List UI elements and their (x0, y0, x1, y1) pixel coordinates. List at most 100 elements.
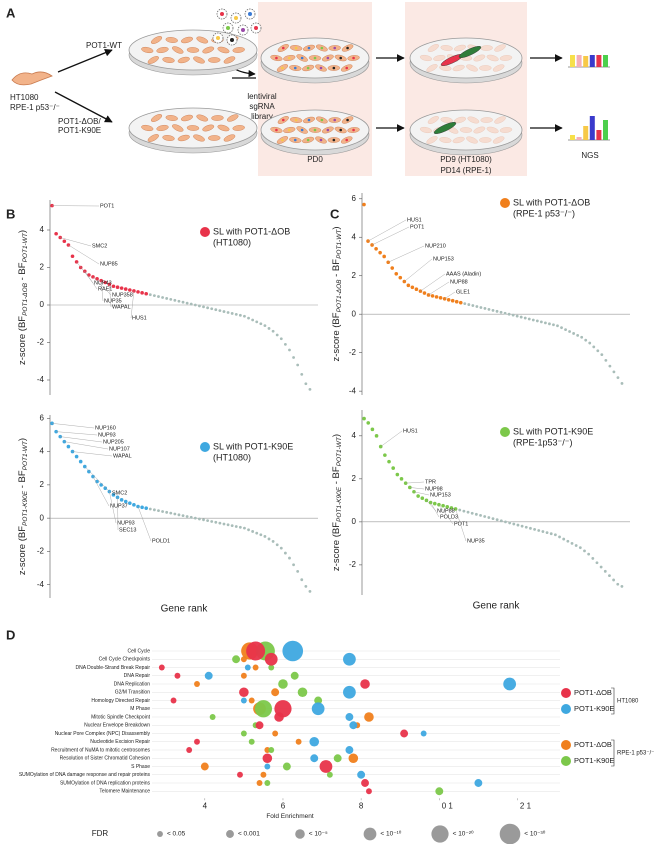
rank-point (87, 469, 91, 474)
size-legend-label: < 0.001 (238, 831, 260, 838)
rank-point (54, 231, 58, 236)
cell (479, 65, 492, 71)
annotation-leader (428, 281, 450, 296)
gene-annotation: RAE1 (98, 286, 112, 292)
cell-nucleus (300, 128, 304, 132)
cell (177, 134, 190, 142)
rank-point (202, 518, 205, 522)
rank-point (214, 520, 218, 524)
rank-point (479, 514, 482, 517)
rank-point (422, 291, 427, 295)
rank-point (152, 294, 156, 298)
legend-subtitle: (RPE-1p53⁻/⁻) (513, 437, 573, 447)
rank-point (591, 557, 595, 560)
cell-nucleus (346, 46, 349, 50)
y-axis-label-part: POT1-WT (22, 232, 29, 262)
rank-point (206, 519, 210, 523)
y-tick-label: 2 (40, 263, 45, 272)
bubble (240, 730, 247, 737)
annotation-leader (92, 476, 110, 507)
y-axis-label: z-score (BFPOT1-ΔOB - BFPOT1-WT) (331, 226, 344, 361)
rank-point (292, 563, 295, 567)
y-axis-label-part: z-score (BF (17, 526, 28, 575)
y-tick-label: 6 (352, 194, 357, 203)
bubble (260, 771, 267, 778)
rank-point (580, 335, 584, 339)
rank-point (616, 376, 620, 380)
y-axis-label-part: ) (331, 434, 342, 437)
annotation-leader (137, 506, 152, 542)
rank-point (544, 321, 547, 325)
rank-point (99, 483, 103, 487)
gene-annotation: NUP93 (98, 432, 116, 438)
gene-annotation: POT1 (454, 521, 468, 527)
rank-point (410, 285, 415, 290)
cell-nucleus (333, 118, 337, 122)
legend-bracket (611, 739, 615, 767)
cell (223, 56, 236, 64)
gene-annotation: NUP93 (117, 520, 135, 526)
rank-point (279, 337, 283, 341)
bubble (295, 738, 302, 745)
bubble (186, 747, 193, 753)
bubble (282, 640, 304, 662)
rank-point (527, 317, 531, 321)
bubble (200, 762, 209, 771)
category-label: Resolution of Sister Chromatid Cohesion (60, 756, 151, 762)
bubble (264, 763, 271, 770)
cell (492, 136, 505, 144)
annotation-leader (68, 244, 100, 265)
rank-point (416, 494, 420, 498)
rank-point (430, 294, 435, 298)
annotation-leader (444, 291, 456, 299)
rank-point (181, 300, 185, 304)
y-axis-label: z-score (BFPOT1-K90E - BFPOT1-WT) (17, 438, 30, 575)
gene-annotation: POT1 (100, 203, 114, 209)
rank-point (198, 304, 201, 308)
rank-point (119, 286, 124, 290)
rank-point (584, 338, 588, 342)
annotation-leader (109, 284, 112, 308)
size-legend-marker (431, 825, 449, 843)
rank-point (458, 300, 463, 305)
bubble (348, 753, 359, 764)
cell (165, 115, 178, 121)
cell (223, 134, 236, 142)
arrow (54, 91, 113, 123)
rank-point (189, 515, 193, 519)
y-axis-label-part: POT1-WT (336, 436, 343, 466)
cell (226, 114, 239, 122)
rank-point (470, 511, 474, 515)
rank-point (508, 521, 512, 525)
x-axis-label: Gene rank (473, 601, 521, 612)
cell (426, 136, 438, 144)
rank-point (474, 512, 478, 516)
gene-annotation: POT1 (410, 224, 424, 230)
annotation-leader (52, 423, 95, 429)
rank-point (572, 332, 576, 335)
bubble (349, 721, 358, 730)
rank-point (390, 266, 395, 270)
annotation-leader (130, 290, 135, 319)
rank-point (462, 509, 466, 513)
gene-annotation: NUP358 (112, 292, 133, 298)
y-tick-label: 4 (352, 232, 357, 241)
cell (427, 44, 439, 52)
rank-point (222, 522, 226, 526)
y-axis-label-part: POT1-K90E (336, 486, 343, 522)
cell-nucleus (313, 128, 317, 132)
rank-point (458, 508, 462, 512)
y-axis-label-part: ) (17, 438, 28, 441)
rank-point (243, 526, 246, 530)
rank-point (206, 306, 210, 310)
arrow (57, 49, 113, 73)
rank-point (169, 297, 173, 301)
y-tick-label: 6 (40, 413, 45, 422)
y-axis-label-part: POT1-K90E (22, 490, 29, 526)
rank-point (394, 272, 399, 276)
rank-point (308, 387, 312, 391)
cell (172, 46, 184, 54)
legend-subtitle: (RPE-1 p53⁻/⁻) (513, 208, 575, 218)
rank-point (247, 528, 250, 532)
rank-point (552, 323, 555, 327)
